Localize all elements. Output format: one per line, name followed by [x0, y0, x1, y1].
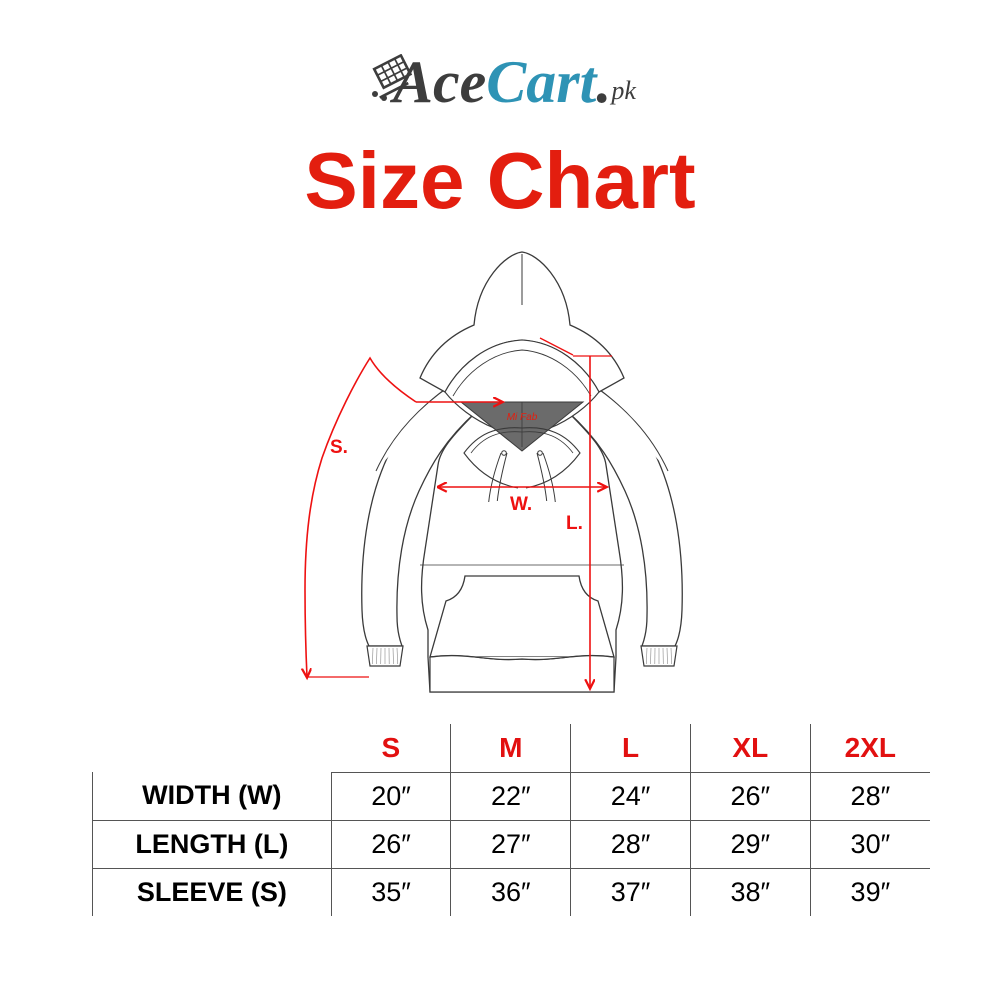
svg-text:L.: L. [566, 513, 583, 534]
svg-text:S.: S. [330, 437, 348, 458]
svg-text:W.: W. [510, 494, 532, 515]
svg-text:Mi Fab: Mi Fab [507, 412, 538, 423]
